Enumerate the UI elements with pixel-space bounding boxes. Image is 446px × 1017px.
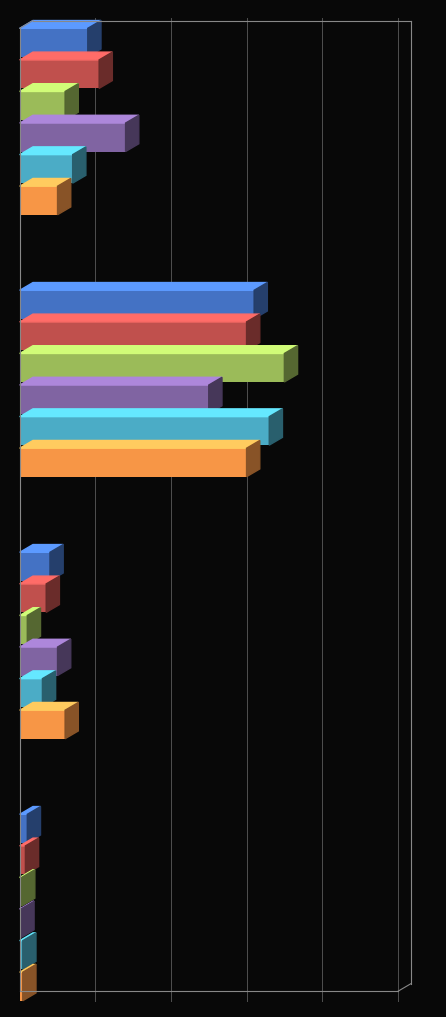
Polygon shape: [50, 544, 63, 581]
Polygon shape: [99, 52, 112, 88]
Bar: [20, 322, 247, 351]
Polygon shape: [247, 440, 260, 477]
Bar: [20, 615, 27, 644]
Polygon shape: [20, 806, 41, 815]
Polygon shape: [27, 806, 41, 843]
Polygon shape: [58, 178, 71, 215]
Bar: [20, 448, 247, 477]
Bar: [20, 972, 23, 1001]
Polygon shape: [88, 20, 101, 57]
Polygon shape: [20, 838, 39, 846]
Bar: [20, 385, 209, 414]
Polygon shape: [21, 870, 35, 906]
Bar: [20, 552, 50, 581]
Polygon shape: [20, 901, 34, 909]
Bar: [20, 584, 46, 612]
Polygon shape: [20, 146, 86, 155]
Polygon shape: [20, 409, 282, 417]
Polygon shape: [285, 346, 297, 382]
Bar: [20, 815, 27, 843]
Polygon shape: [20, 20, 101, 28]
Polygon shape: [20, 964, 36, 972]
Polygon shape: [20, 440, 260, 448]
Bar: [20, 941, 23, 969]
Polygon shape: [20, 178, 71, 186]
Polygon shape: [20, 870, 35, 878]
Polygon shape: [42, 671, 56, 707]
Polygon shape: [20, 640, 71, 647]
Polygon shape: [209, 377, 222, 414]
Polygon shape: [20, 933, 36, 941]
Polygon shape: [20, 283, 267, 290]
Polygon shape: [73, 146, 86, 183]
Bar: [20, 647, 58, 675]
Bar: [20, 123, 126, 152]
Polygon shape: [23, 964, 36, 1001]
Polygon shape: [247, 314, 260, 351]
Bar: [20, 60, 99, 88]
Polygon shape: [20, 544, 63, 552]
Bar: [20, 909, 21, 938]
Polygon shape: [20, 703, 78, 710]
Polygon shape: [20, 115, 139, 123]
Bar: [20, 354, 285, 382]
Polygon shape: [65, 83, 78, 120]
Polygon shape: [23, 933, 36, 969]
Polygon shape: [20, 52, 112, 60]
Polygon shape: [21, 901, 34, 938]
Bar: [20, 417, 269, 445]
Bar: [20, 290, 254, 318]
Polygon shape: [20, 377, 222, 385]
Polygon shape: [254, 283, 267, 318]
Polygon shape: [46, 576, 59, 612]
Polygon shape: [20, 314, 260, 322]
Bar: [20, 155, 73, 183]
Bar: [20, 678, 42, 707]
Polygon shape: [65, 703, 78, 738]
Polygon shape: [20, 671, 56, 678]
Bar: [20, 710, 65, 738]
Bar: [20, 878, 21, 906]
Bar: [20, 846, 25, 875]
Bar: [20, 92, 65, 120]
Polygon shape: [20, 576, 59, 584]
Polygon shape: [27, 608, 41, 644]
Polygon shape: [126, 115, 139, 152]
Polygon shape: [20, 346, 297, 354]
Polygon shape: [20, 83, 78, 92]
Polygon shape: [20, 608, 41, 615]
Bar: [20, 28, 88, 57]
Bar: [20, 186, 58, 215]
Polygon shape: [58, 640, 71, 675]
Polygon shape: [25, 838, 39, 875]
Polygon shape: [269, 409, 282, 445]
